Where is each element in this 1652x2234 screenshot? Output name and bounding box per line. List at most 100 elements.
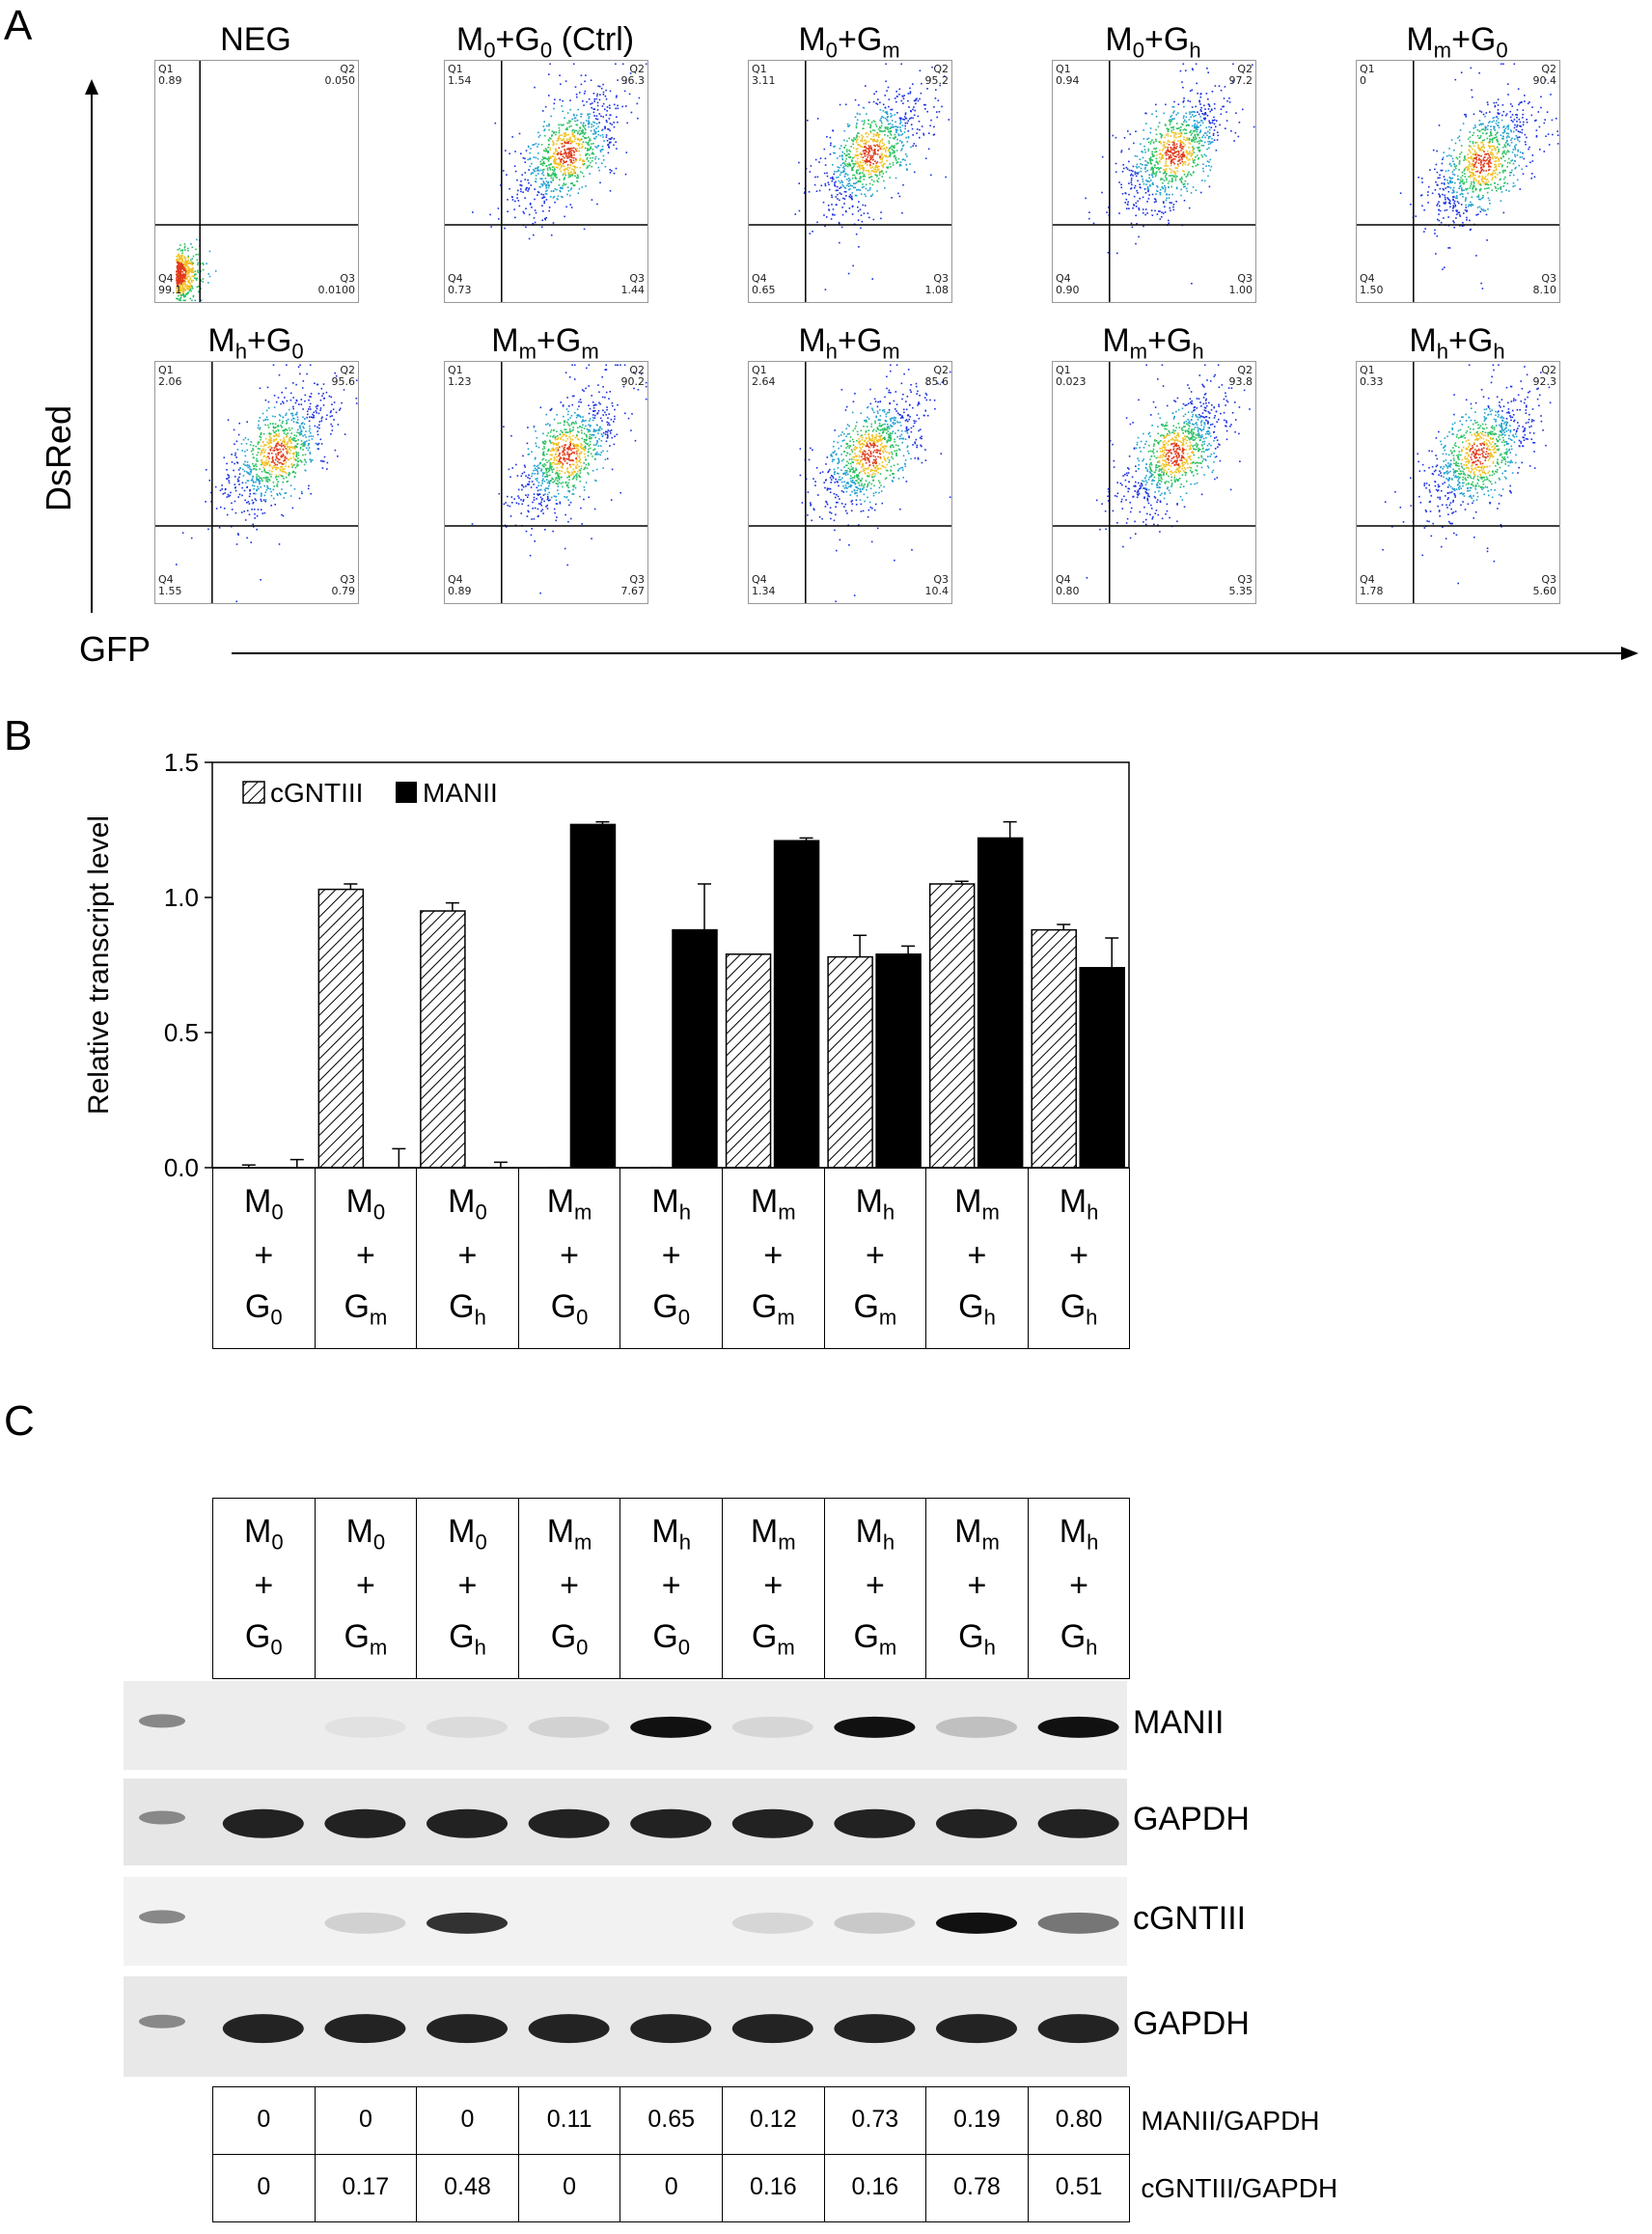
- ratio-cell: 0.17: [314, 2154, 418, 2222]
- blot-band: [427, 1912, 508, 1934]
- quadrant-q2-label: Q2 97.2: [1228, 63, 1253, 87]
- ratio-cell: 0.48: [416, 2154, 519, 2222]
- flow-plot: Q1 1.54 Q2 96.3 Q3 1.44 Q4 0.73: [444, 60, 648, 303]
- category-cell: M0 + Gh: [416, 1498, 519, 1679]
- bar-cGNTIII-M0+Gh: [420, 910, 466, 1169]
- quadrant-q2-label: Q2 93.8: [1228, 364, 1253, 388]
- flow-scatter: [155, 362, 358, 603]
- y-tick-label: 1.0: [164, 883, 199, 912]
- category-plus: +: [355, 1237, 375, 1275]
- y-axis-label-dsred: DsRed: [39, 404, 78, 511]
- blot-band: [936, 2014, 1017, 2044]
- flow-plot: Q1 0.94 Q2 97.2 Q3 1.00 Q4 0.90: [1052, 60, 1256, 303]
- dsred-axis-arrow: [85, 79, 98, 613]
- legend-cgntiii: cGNTIII: [270, 778, 363, 808]
- category-m-label: Mm: [750, 1183, 796, 1225]
- category-cell: Mm + Gm: [722, 1498, 825, 1679]
- category-g-label: Gm: [751, 1618, 795, 1660]
- flow-plot: Q1 0.023 Q2 93.8 Q3 5.35 Q4 0.80: [1052, 361, 1256, 604]
- category-plus: +: [355, 1567, 375, 1605]
- category-cell: Mh + G0: [620, 1498, 723, 1679]
- y-tick-label: 1.5: [164, 748, 199, 777]
- blot-band: [834, 2014, 916, 2044]
- category-g-label: Gm: [344, 1618, 388, 1660]
- flow-plot: Q1 1.23 Q2 90.2 Q3 7.67 Q4 0.89: [444, 361, 648, 604]
- bar-MANII-Mh+G0: [672, 928, 718, 1169]
- error-bar: [853, 934, 867, 957]
- category-cell: M0 + G0: [212, 1498, 316, 1679]
- panel-label-a: A: [4, 2, 33, 49]
- quadrant-q1-label: Q1 0.89: [158, 63, 182, 87]
- category-cell: Mh + G0: [620, 1168, 723, 1349]
- ratio-cell: 0.78: [925, 2154, 1029, 2222]
- flow-scatter: [1053, 61, 1255, 302]
- category-m-label: M0: [345, 1513, 386, 1555]
- ratio-cell: 0.51: [1027, 2154, 1131, 2222]
- quadrant-q3-label: Q3 8.10: [1532, 272, 1557, 296]
- category-m-label: Mm: [750, 1513, 796, 1555]
- ratio-cell: 0: [416, 2086, 519, 2155]
- quadrant-q4-label: Q4 1.50: [1360, 272, 1384, 296]
- category-g-label: Gm: [751, 1288, 795, 1330]
- y-tick-label: 0.0: [164, 1153, 199, 1182]
- ratio-cell: 0.80: [1027, 2086, 1131, 2155]
- flow-scatter: [1357, 362, 1559, 603]
- error-bar: [344, 883, 358, 890]
- flow-scatter: [1053, 362, 1255, 603]
- category-plus: +: [661, 1567, 681, 1605]
- category-plus: +: [865, 1567, 885, 1605]
- quadrant-q1-label: Q1 1.54: [448, 63, 472, 87]
- quadrant-q1-label: Q1 0.94: [1056, 63, 1080, 87]
- blot-band: [222, 1808, 304, 1838]
- blot-band: [528, 2014, 610, 2044]
- flow-plot-title: Mh+Gh: [1409, 322, 1505, 364]
- quadrant-q1-label: Q1 1.23: [448, 364, 472, 388]
- blot-band: [936, 1808, 1017, 1838]
- category-plus: +: [763, 1237, 784, 1275]
- quadrant-q2-label: Q2 85.6: [924, 364, 950, 388]
- blot-band: [1037, 1808, 1119, 1838]
- category-plus: +: [254, 1237, 274, 1275]
- panel-label-c: C: [4, 1397, 35, 1445]
- blot-band: [324, 2014, 406, 2044]
- ratio-row-label: cGNTIII/GAPDH: [1141, 2173, 1338, 2203]
- flow-plot: Q1 0.89 Q2 0.050 Q3 0.0100 Q4 99.1: [154, 60, 359, 303]
- category-plus: +: [560, 1237, 580, 1275]
- blot-band: [834, 1716, 916, 1738]
- category-g-label: G0: [550, 1618, 589, 1660]
- flow-plot: Q1 3.11 Q2 95.2 Q3 1.08 Q4 0.65: [748, 60, 952, 303]
- blot-band: [324, 1716, 406, 1738]
- flow-plot: Q1 0.33 Q2 92.3 Q3 5.60 Q4 1.78: [1356, 361, 1560, 604]
- flow-scatter: [749, 362, 951, 603]
- bar-MANII-Mm+Gh: [977, 837, 1024, 1169]
- ratio-cell: 0: [517, 2154, 621, 2222]
- blot-band: [222, 2014, 304, 2044]
- quadrant-q3-label: Q3 0.79: [331, 573, 356, 597]
- ratio-cell: 0.19: [925, 2086, 1029, 2155]
- category-m-label: M0: [448, 1183, 487, 1225]
- category-cell: Mh + Gm: [823, 1168, 927, 1349]
- category-m-label: Mm: [546, 1183, 592, 1225]
- flow-plot-title: M0+Gm: [798, 21, 900, 63]
- bar-MANII-Mh+Gm: [875, 953, 922, 1169]
- gfp-axis-arrow: [232, 647, 1638, 660]
- ratio-cell: 0: [314, 2086, 418, 2155]
- category-cell: M0 + Gm: [314, 1168, 418, 1349]
- quadrant-q4-label: Q4 0.65: [752, 272, 776, 296]
- category-cell: Mm + G0: [517, 1168, 621, 1349]
- ratio-cell: 0: [212, 2154, 316, 2222]
- quadrant-q2-label: Q2 0.050: [324, 63, 356, 87]
- blot-band: [630, 1808, 712, 1838]
- flow-plot: Q1 2.64 Q2 85.6 Q3 10.4 Q4 1.34: [748, 361, 952, 604]
- bar-cGNTIII-Mh+Gh: [1031, 928, 1077, 1169]
- flow-plot-title: M0+G0 (Ctrl): [455, 21, 635, 63]
- error-bar: [289, 1158, 304, 1168]
- blot-band: [528, 1716, 610, 1738]
- category-plus: +: [661, 1237, 681, 1275]
- ratio-cell: 0.12: [722, 2086, 825, 2155]
- flow-plot: Q1 0 Q2 90.4 Q3 8.10 Q4 1.50: [1356, 60, 1560, 303]
- error-bar: [1057, 924, 1071, 930]
- quadrant-q2-label: Q2 95.2: [924, 63, 950, 87]
- blot-row-label: MANII: [1133, 1704, 1225, 1741]
- quadrant-q1-label: Q1 0.33: [1360, 364, 1384, 388]
